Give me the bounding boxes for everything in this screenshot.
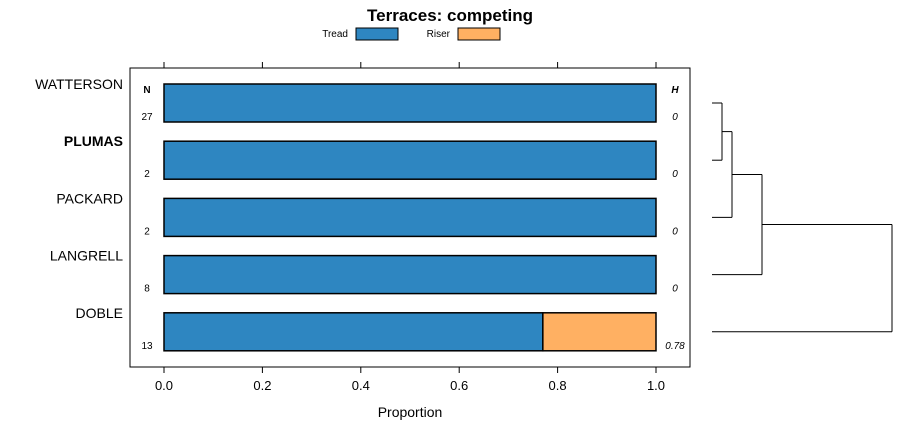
h-value: 0 (672, 169, 678, 180)
x-tick-label: 0.0 (155, 378, 173, 393)
x-tick-label: 1.0 (647, 378, 665, 393)
bar-tread-langrell (163, 254, 657, 295)
row-label-doble: DOBLE (76, 305, 123, 321)
chart-title: Terraces: competing (367, 6, 533, 25)
h-value: 0 (672, 226, 678, 237)
legend-label-tread: Tread (322, 29, 348, 40)
x-tick-label: 0.8 (549, 378, 567, 393)
legend-label-riser: Riser (427, 29, 451, 40)
h-value: 0.78 (665, 341, 685, 352)
row-label-packard: PACKARD (56, 190, 123, 206)
legend: Tread Riser (322, 27, 501, 41)
bar-riser-doble (542, 312, 657, 352)
n-column-header: N (143, 85, 150, 96)
bar-tread-packard (163, 197, 657, 238)
n-value: 27 (141, 112, 153, 123)
n-values: 27 2 2 8 13 (141, 112, 153, 352)
bar-tread-watterson (163, 83, 657, 123)
legend-swatch-riser (457, 27, 501, 41)
x-tick-label: 0.6 (450, 378, 468, 393)
top-axis-ticks (163, 62, 657, 68)
h-value: 0 (672, 284, 678, 295)
n-value: 2 (144, 169, 150, 180)
row-label-watterson: WATTERSON (35, 76, 123, 92)
row-labels: WATTERSON PLUMAS PACKARD LANGRELL DOBLE (35, 76, 123, 321)
h-value: 0 (672, 112, 678, 123)
row-label-plumas: PLUMAS (64, 133, 123, 149)
x-tick-label: 0.4 (352, 378, 370, 393)
dendrogram (712, 102, 893, 333)
h-column-header: H (671, 85, 679, 96)
legend-swatch-tread (355, 27, 399, 41)
plot-frame (129, 67, 691, 368)
x-axis-label: Proportion (378, 404, 443, 420)
n-value: 8 (144, 284, 150, 295)
row-label-langrell: LANGRELL (50, 248, 123, 264)
x-tick-label: 0.2 (253, 378, 271, 393)
n-value: 2 (144, 226, 150, 237)
n-value: 13 (141, 341, 153, 352)
h-values: 0 0 0 0 0.78 (665, 112, 685, 352)
bar-tread-plumas (163, 140, 657, 180)
bar-group (163, 83, 657, 352)
x-axis: 0.0 0.2 0.4 0.6 0.8 1.0 (155, 367, 665, 393)
bar-tread-doble (163, 312, 544, 352)
